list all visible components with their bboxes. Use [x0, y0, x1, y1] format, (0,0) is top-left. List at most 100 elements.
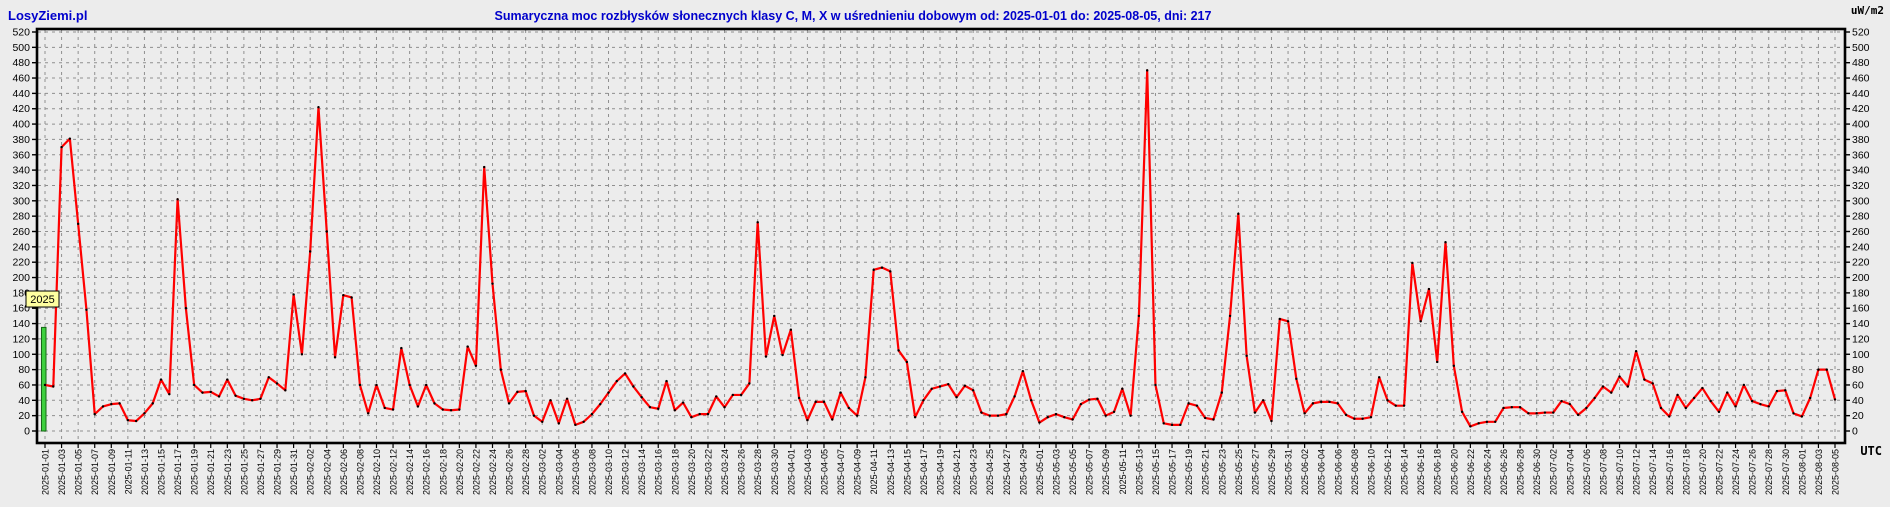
svg-text:2025-04-27: 2025-04-27 — [1002, 449, 1012, 495]
svg-text:2025-03-14: 2025-03-14 — [637, 449, 647, 495]
svg-text:320: 320 — [1852, 180, 1870, 192]
svg-text:2025-03-26: 2025-03-26 — [737, 449, 747, 495]
year-start-bar — [41, 326, 47, 432]
svg-text:2025-04-07: 2025-04-07 — [836, 449, 846, 495]
svg-text:2025-07-08: 2025-07-08 — [1598, 449, 1608, 495]
site-logo[interactable]: LosyZiemi.pl — [8, 8, 88, 23]
x-axis-timezone-label: UTC — [1860, 444, 1882, 458]
svg-text:400: 400 — [1852, 119, 1870, 131]
svg-text:320: 320 — [12, 180, 30, 192]
svg-text:180: 180 — [1852, 287, 1870, 299]
svg-text:360: 360 — [12, 149, 30, 161]
svg-text:260: 260 — [1852, 226, 1870, 238]
svg-text:40: 40 — [18, 395, 30, 407]
svg-text:2025-05-17: 2025-05-17 — [1168, 449, 1178, 495]
svg-text:2025-05-25: 2025-05-25 — [1234, 449, 1244, 495]
svg-text:2025-05-09: 2025-05-09 — [1101, 449, 1111, 495]
svg-text:20: 20 — [18, 410, 30, 422]
svg-text:2025-01-03: 2025-01-03 — [57, 449, 67, 495]
svg-text:2025-02-22: 2025-02-22 — [471, 449, 481, 495]
svg-text:200: 200 — [12, 272, 30, 284]
svg-text:2025-05-23: 2025-05-23 — [1217, 449, 1227, 495]
svg-text:2025-08-03: 2025-08-03 — [1814, 449, 1824, 495]
svg-text:2025-06-24: 2025-06-24 — [1482, 449, 1492, 495]
svg-text:2025-05-19: 2025-05-19 — [1184, 449, 1194, 495]
svg-text:2025-01-31: 2025-01-31 — [289, 449, 299, 495]
svg-text:2025-02-24: 2025-02-24 — [488, 449, 498, 495]
svg-text:2025-03-20: 2025-03-20 — [687, 449, 697, 495]
svg-text:2025-01-21: 2025-01-21 — [206, 449, 216, 495]
axes — [32, 27, 1850, 448]
svg-text:2025-04-09: 2025-04-09 — [853, 449, 863, 495]
svg-text:80: 80 — [1852, 364, 1864, 376]
svg-text:2025-05-27: 2025-05-27 — [1250, 449, 1260, 495]
svg-text:2025-01-23: 2025-01-23 — [223, 449, 233, 495]
svg-text:2025-04-17: 2025-04-17 — [919, 449, 929, 495]
svg-text:2025-08-01: 2025-08-01 — [1797, 449, 1807, 495]
svg-text:360: 360 — [1852, 149, 1870, 161]
plot-frame — [35, 27, 1847, 445]
svg-text:2025-05-13: 2025-05-13 — [1134, 449, 1144, 495]
svg-text:2025-01-09: 2025-01-09 — [107, 449, 117, 495]
svg-text:2025-04-19: 2025-04-19 — [936, 449, 946, 495]
svg-text:140: 140 — [12, 318, 30, 330]
svg-text:240: 240 — [1852, 241, 1870, 253]
svg-text:2025-04-01: 2025-04-01 — [786, 449, 796, 495]
svg-text:2025-03-24: 2025-03-24 — [720, 449, 730, 495]
svg-text:420: 420 — [1852, 103, 1870, 115]
svg-text:280: 280 — [12, 211, 30, 223]
svg-text:2025-03-04: 2025-03-04 — [554, 449, 564, 495]
svg-text:2025-04-23: 2025-04-23 — [969, 449, 979, 495]
svg-text:2025-02-10: 2025-02-10 — [372, 449, 382, 495]
svg-text:2025-01-05: 2025-01-05 — [74, 449, 84, 495]
svg-text:2025-07-04: 2025-07-04 — [1565, 449, 1575, 495]
svg-text:2025-07-02: 2025-07-02 — [1549, 449, 1559, 495]
svg-text:2025-01-15: 2025-01-15 — [157, 449, 167, 495]
svg-text:2025-05-29: 2025-05-29 — [1267, 449, 1277, 495]
svg-text:300: 300 — [12, 195, 30, 207]
svg-text:280: 280 — [1852, 211, 1870, 223]
svg-text:2025-05-07: 2025-05-07 — [1085, 449, 1095, 495]
svg-text:140: 140 — [1852, 318, 1870, 330]
svg-text:2025-04-05: 2025-04-05 — [819, 449, 829, 495]
svg-text:2025-07-28: 2025-07-28 — [1764, 449, 1774, 495]
svg-text:480: 480 — [12, 57, 30, 69]
svg-text:2025-06-14: 2025-06-14 — [1400, 449, 1410, 495]
svg-text:0: 0 — [24, 426, 30, 438]
svg-text:500: 500 — [1852, 42, 1870, 54]
svg-text:2025-03-18: 2025-03-18 — [670, 449, 680, 495]
svg-text:480: 480 — [1852, 57, 1870, 69]
svg-text:2025-03-06: 2025-03-06 — [571, 449, 581, 495]
svg-text:2025-05-01: 2025-05-01 — [1035, 449, 1045, 495]
svg-text:2025-07-24: 2025-07-24 — [1731, 449, 1741, 495]
svg-text:2025-07-14: 2025-07-14 — [1648, 449, 1658, 495]
svg-text:2025-01-17: 2025-01-17 — [173, 449, 183, 495]
svg-text:2025-03-08: 2025-03-08 — [587, 449, 597, 495]
svg-text:2025-07-16: 2025-07-16 — [1665, 449, 1675, 495]
svg-text:2025-02-06: 2025-02-06 — [339, 449, 349, 495]
svg-text:2025-05-03: 2025-05-03 — [1052, 449, 1062, 495]
svg-text:2025-03-16: 2025-03-16 — [654, 449, 664, 495]
svg-text:2025-07-06: 2025-07-06 — [1582, 449, 1592, 495]
svg-text:2025-05-05: 2025-05-05 — [1068, 449, 1078, 495]
svg-text:2025-06-28: 2025-06-28 — [1516, 449, 1526, 495]
svg-text:2025-06-04: 2025-06-04 — [1317, 449, 1327, 495]
svg-text:420: 420 — [12, 103, 30, 115]
svg-text:2025-07-18: 2025-07-18 — [1681, 449, 1691, 495]
svg-text:2025-03-12: 2025-03-12 — [621, 449, 631, 495]
svg-text:2025-04-03: 2025-04-03 — [803, 449, 813, 495]
svg-text:2025-07-30: 2025-07-30 — [1781, 449, 1791, 495]
svg-text:100: 100 — [12, 349, 30, 361]
y-tick-labels: 0 0 20 20 40 40 60 60 80 80 100 100 120 120 140 140 160 1… — [12, 27, 1869, 438]
chart-title: Sumaryczna moc rozbłysków słonecznych kl… — [494, 9, 1212, 23]
svg-text:2025-03-22: 2025-03-22 — [703, 449, 713, 495]
svg-text:400: 400 — [12, 119, 30, 131]
svg-text:0: 0 — [1852, 426, 1858, 438]
svg-text:2025-07-12: 2025-07-12 — [1632, 449, 1642, 495]
svg-text:2025-02-08: 2025-02-08 — [355, 449, 365, 495]
svg-text:2025-02-12: 2025-02-12 — [389, 449, 399, 495]
svg-text:2025-03-30: 2025-03-30 — [770, 449, 780, 495]
svg-text:20: 20 — [1852, 410, 1864, 422]
